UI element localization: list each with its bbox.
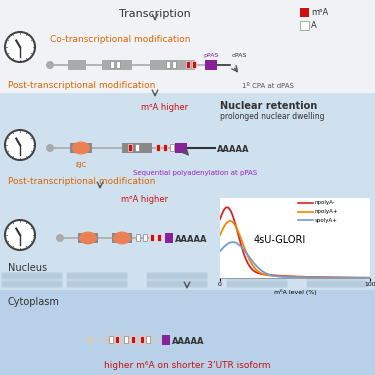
Text: npolyA+: npolyA+ — [315, 209, 338, 214]
FancyBboxPatch shape — [226, 273, 288, 279]
Bar — [140, 336, 144, 343]
Text: AAAAA: AAAAA — [172, 336, 204, 345]
Bar — [68, 60, 86, 70]
Bar — [109, 336, 113, 343]
Text: Sequential polyadenylation at pPAS: Sequential polyadenylation at pPAS — [133, 170, 257, 176]
Bar — [0, 0, 375, 93]
Bar — [115, 336, 119, 343]
FancyBboxPatch shape — [66, 280, 128, 288]
Bar — [157, 234, 161, 241]
Circle shape — [46, 61, 54, 69]
Text: EJC: EJC — [75, 162, 87, 168]
Bar — [116, 61, 120, 68]
Text: dPAS: dPAS — [232, 53, 248, 58]
Text: AAAAA: AAAAA — [217, 144, 249, 153]
Bar — [186, 61, 190, 68]
FancyBboxPatch shape — [306, 273, 368, 279]
FancyBboxPatch shape — [226, 280, 288, 288]
Text: npolyA-: npolyA- — [315, 200, 335, 206]
Bar — [150, 234, 154, 241]
Bar — [135, 144, 139, 151]
Bar — [170, 144, 174, 151]
Text: spolyA+: spolyA+ — [315, 217, 338, 223]
Bar — [78, 233, 98, 243]
FancyBboxPatch shape — [306, 280, 368, 288]
Text: pPAS: pPAS — [203, 53, 219, 58]
FancyBboxPatch shape — [147, 273, 207, 279]
Text: m⁶A higher: m⁶A higher — [122, 195, 169, 204]
Text: 1º CPA at dPAS: 1º CPA at dPAS — [242, 83, 294, 89]
Text: higher m⁶A on shorter 3’UTR isoform: higher m⁶A on shorter 3’UTR isoform — [104, 360, 270, 369]
Text: Nucleus: Nucleus — [8, 263, 47, 273]
Bar — [166, 61, 170, 68]
Text: prolonged nuclear dwelling: prolonged nuclear dwelling — [220, 112, 324, 121]
Bar — [122, 143, 152, 153]
FancyBboxPatch shape — [147, 280, 207, 288]
Ellipse shape — [79, 231, 97, 244]
Text: Post-transcriptional modification: Post-transcriptional modification — [8, 81, 155, 90]
Bar — [192, 61, 196, 68]
FancyBboxPatch shape — [2, 280, 63, 288]
Text: Nuclear retention: Nuclear retention — [220, 101, 317, 111]
Bar — [70, 143, 92, 153]
Bar — [162, 335, 170, 345]
Bar — [205, 60, 217, 70]
Bar — [172, 61, 176, 68]
Bar — [110, 61, 114, 68]
Bar — [128, 144, 132, 151]
X-axis label: m⁶A level (%): m⁶A level (%) — [274, 288, 316, 294]
Bar — [156, 144, 160, 151]
Bar — [138, 335, 153, 345]
Bar — [300, 8, 309, 17]
Text: 4sU-GLORI: 4sU-GLORI — [254, 235, 306, 245]
Bar — [165, 233, 173, 243]
Text: m⁶A: m⁶A — [311, 8, 328, 17]
Bar — [300, 21, 309, 30]
Bar — [143, 234, 147, 241]
Text: A: A — [311, 21, 317, 30]
Bar — [131, 336, 135, 343]
FancyBboxPatch shape — [66, 273, 128, 279]
Bar — [175, 143, 187, 153]
Text: m⁶A higher: m⁶A higher — [141, 104, 189, 112]
Bar — [150, 60, 195, 70]
Text: Post-transcriptional modification: Post-transcriptional modification — [8, 177, 155, 186]
Bar — [112, 233, 132, 243]
Bar — [0, 290, 375, 375]
Bar — [163, 144, 167, 151]
Ellipse shape — [72, 141, 90, 154]
Bar — [124, 336, 128, 343]
Text: Transcription: Transcription — [119, 9, 191, 19]
Circle shape — [86, 336, 94, 344]
Bar — [0, 93, 375, 290]
Bar — [136, 234, 140, 241]
Circle shape — [5, 130, 35, 160]
Circle shape — [46, 144, 54, 152]
Circle shape — [5, 220, 35, 250]
Bar — [146, 336, 150, 343]
Bar — [102, 60, 132, 70]
Text: Co-transcriptional modification: Co-transcriptional modification — [50, 36, 190, 45]
Ellipse shape — [113, 231, 131, 244]
Bar — [106, 335, 121, 345]
Text: AAAAA: AAAAA — [175, 234, 207, 243]
Circle shape — [56, 234, 64, 242]
Text: Cytoplasm: Cytoplasm — [8, 297, 60, 307]
Bar — [122, 335, 137, 345]
Circle shape — [5, 32, 35, 62]
FancyBboxPatch shape — [2, 273, 63, 279]
